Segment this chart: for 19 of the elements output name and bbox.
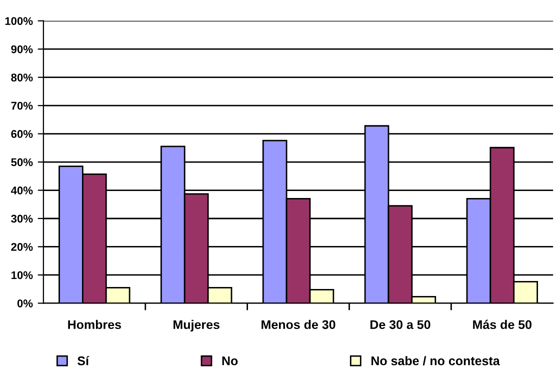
legend-label: No [222,356,238,366]
legend-label: Sí [78,356,90,366]
x-tick-label: De 30 a 50 [370,320,430,330]
x-tick-label: Hombres [68,320,121,330]
y-tick-label: 60% [11,130,33,138]
y-tick-label: 20% [11,242,33,251]
y-tick-label: 50% [11,158,33,166]
y-tick-label: 10% [11,271,33,280]
x-tick-label: Mujeres [174,320,220,332]
y-tick-label: 30% [11,214,33,223]
y-tick-label: 80% [11,74,33,82]
x-tick-label: Más de 50 [473,320,532,330]
y-tick-label: 90% [11,45,33,54]
legend-label: No sabe / no contesta [371,356,500,366]
y-tick-label: 0% [17,299,33,308]
y-tick-label: 70% [11,102,33,110]
y-tick-label: 100% [5,17,33,25]
y-tick-label: 40% [10,186,33,194]
x-tick-label: Menos de 30 [262,320,336,330]
